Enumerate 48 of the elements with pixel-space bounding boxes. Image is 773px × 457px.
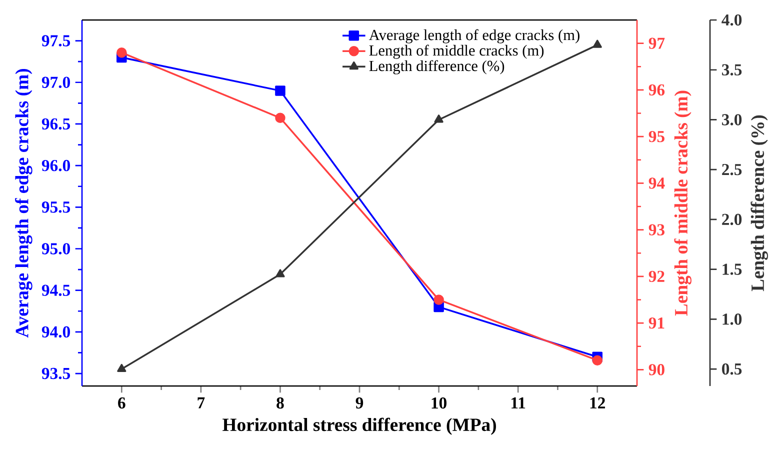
y2-tick-label: 97 <box>648 38 665 49</box>
x-tick-label: 8 <box>276 397 284 409</box>
y2-tick-label: 95 <box>648 130 664 142</box>
y-tick-label: 94.0 <box>42 326 70 338</box>
y2-tick-label: 93 <box>648 224 664 236</box>
y-axis-title: Average length of edge cracks (m) <box>15 68 32 338</box>
point <box>592 40 602 48</box>
y-tick-label: 97.0 <box>42 76 70 88</box>
y-tick-label: 96.0 <box>42 160 70 172</box>
y-tick-label: 96.5 <box>42 118 70 130</box>
y3-tick-label: 0.5 <box>722 363 742 375</box>
y-tick-label: 95.5 <box>42 202 70 213</box>
legend-label: Average length of edge cracks (m) <box>368 29 580 44</box>
point <box>592 355 602 366</box>
y3-tick-label: 2.0 <box>722 214 742 226</box>
point <box>275 86 286 96</box>
x-tick-label: 10 <box>432 397 446 409</box>
y-tick-label: 97.5 <box>42 35 70 46</box>
y-tick-label: 93.5 <box>42 368 70 380</box>
y2-tick-label: 90 <box>648 364 664 376</box>
y3-tick-label: 2.5 <box>722 164 742 176</box>
y3-tick-label: 1.0 <box>722 314 742 325</box>
point <box>434 294 444 305</box>
y-tick-label: 95.0 <box>42 243 70 254</box>
y2-tick-label: 94 <box>648 178 665 189</box>
y2-tick-label: 91 <box>648 317 664 329</box>
y2-tick-label: 96 <box>648 84 665 96</box>
point <box>117 364 126 372</box>
point <box>275 112 286 124</box>
y3-tick-label: 3.5 <box>722 64 742 76</box>
y3-axis-title: Length difference (%) <box>750 115 768 292</box>
x-tick-label: 11 <box>512 397 526 408</box>
x-tick-label: 7 <box>198 397 205 408</box>
point <box>434 114 444 123</box>
legend-label: Length difference (%) <box>369 60 504 74</box>
y3-tick-label: 4.0 <box>722 14 742 26</box>
y3-tick-label: 3.0 <box>722 114 742 126</box>
y-tick-label: 94.5 <box>42 284 70 296</box>
y3-tick-label: 1.5 <box>722 264 742 275</box>
point <box>116 47 127 58</box>
point <box>276 269 285 278</box>
x-axis-title: Horizontal stress difference (MPa) <box>222 418 496 435</box>
x-tick-label: 6 <box>118 397 126 409</box>
y2-tick-label: 92 <box>648 270 664 282</box>
x-tick-label: 9 <box>356 397 364 409</box>
y2-axis-title: Length of middle cracks (m) <box>674 90 692 316</box>
x-tick-label: 12 <box>590 397 605 408</box>
legend-label: Length of middle cracks (m) <box>369 44 544 59</box>
